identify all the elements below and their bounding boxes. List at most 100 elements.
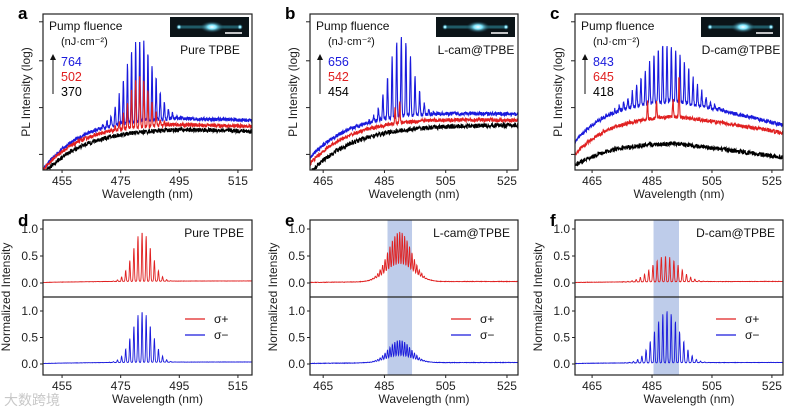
- y-tick-label: 1.0: [553, 222, 570, 236]
- panel-letter: c: [550, 4, 559, 23]
- y-tick-label: 0.5: [21, 249, 38, 263]
- series-b-542: [310, 101, 518, 167]
- panel-title: D-cam@TPBE: [696, 226, 775, 240]
- panel-f: 465 485 505 525 Wavelength (nm) 0.0 0.5 1.0 0.0 0…: [531, 211, 784, 406]
- x-tick-label: 505: [436, 174, 456, 188]
- x-tick-label: 485: [642, 379, 662, 393]
- x-tick-label: 465: [582, 379, 602, 393]
- y-axis-label: Normalized Intensity: [266, 243, 280, 352]
- legend-entry: 764: [61, 55, 82, 69]
- panel-d: 455 475 495 515 Wavelength (nm) 0.0 0.5 1.0 0.0 0…: [0, 211, 253, 406]
- legend-entry: σ−: [745, 328, 759, 342]
- series-a-370: [45, 126, 252, 170]
- legend-entry: σ−: [480, 328, 494, 342]
- x-tick-label: 505: [702, 379, 722, 393]
- series-f-top: [575, 256, 783, 284]
- legend-title: Pump fluence: [316, 19, 390, 33]
- x-tick-label: 475: [111, 379, 131, 393]
- series-a-764: [43, 40, 252, 170]
- series-e-bottom: [310, 340, 518, 365]
- legend-title: Pump fluence: [581, 19, 655, 33]
- x-tick-label: 465: [582, 174, 602, 188]
- panel-title: L-cam@TPBE: [438, 43, 515, 57]
- panel-letter: a: [18, 4, 28, 23]
- x-tick-label: 525: [762, 174, 782, 188]
- panel-a: 455 475 495 515 Wavelength (nm) PL Intensity …: [18, 4, 253, 201]
- panel-letter: b: [285, 4, 295, 23]
- x-tick-label: 485: [642, 174, 662, 188]
- y-axis-label: Normalized Intensity: [531, 243, 545, 352]
- series-a-502: [43, 76, 252, 170]
- inset-micrograph: [170, 17, 249, 37]
- series-e-top: [310, 231, 518, 284]
- series-d-top: [43, 232, 252, 284]
- legend-entry: 502: [61, 70, 82, 84]
- x-axis-label: Wavelength (nm): [644, 392, 735, 406]
- arrow-head-icon: [50, 54, 56, 60]
- y-tick-label: 1.0: [21, 222, 38, 236]
- x-tick-label: 525: [497, 379, 517, 393]
- x-tick-label: 525: [497, 174, 517, 188]
- plot-frame: [309, 13, 519, 171]
- legend-unit: (nJ·cm⁻²): [593, 36, 640, 48]
- x-tick-label: 505: [436, 379, 456, 393]
- inset-micrograph: [436, 17, 515, 37]
- panel-letter: f: [550, 211, 556, 230]
- legend-entry: 645: [593, 70, 614, 84]
- legend-entry: σ+: [480, 312, 494, 326]
- plot-frame: [42, 13, 253, 171]
- y-tick-label: 1.0: [21, 304, 38, 318]
- legend-entry: 370: [61, 85, 82, 99]
- y-axis-label: PL Intensity (log): [551, 47, 565, 137]
- legend-entry: 454: [328, 85, 349, 99]
- y-tick-label: 1.0: [288, 304, 305, 318]
- arrow-head-icon: [582, 54, 588, 60]
- x-axis-label: Wavelength (nm): [102, 187, 193, 201]
- panel-title: Pure TPBE: [180, 43, 240, 57]
- x-axis-label: Wavelength (nm): [369, 187, 460, 201]
- series-d-bottom: [43, 312, 252, 365]
- panel-title: L-cam@TPBE: [433, 226, 510, 240]
- series-f-bottom: [575, 311, 783, 365]
- series-b-454: [310, 121, 518, 170]
- x-tick-label: 515: [228, 174, 248, 188]
- legend-entry: 418: [593, 85, 614, 99]
- x-tick-label: 485: [374, 379, 394, 393]
- panel-c: 465 485 505 525 Wavelength (nm) PL Intensity …: [550, 4, 784, 201]
- y-tick-label: 0.5: [288, 249, 305, 263]
- panel-b: 465 485 505 525 Wavelength (nm) PL Intensity …: [285, 4, 519, 201]
- y-tick-label: 0.0: [21, 357, 38, 371]
- x-axis-label: Wavelength (nm): [634, 187, 725, 201]
- x-tick-label: 495: [169, 379, 189, 393]
- y-tick-label: 0.0: [21, 276, 38, 290]
- y-tick-label: 0.5: [553, 249, 570, 263]
- x-tick-label: 515: [228, 379, 248, 393]
- x-tick-label: 465: [313, 379, 333, 393]
- y-tick-label: 1.0: [288, 222, 305, 236]
- legend-entry: σ+: [745, 312, 759, 326]
- watermark: 大数跨境: [4, 392, 60, 408]
- x-tick-label: 465: [313, 174, 333, 188]
- panel-letter: d: [18, 211, 28, 230]
- y-axis-label: PL Intensity (log): [286, 47, 300, 137]
- series-c-645: [575, 77, 783, 156]
- y-tick-label: 1.0: [553, 304, 570, 318]
- legend-entry: 656: [328, 55, 349, 69]
- legend-entry: 843: [593, 55, 614, 69]
- panel-e: 465 485 505 525 Wavelength (nm) 0.0 0.5 1.0 0.0 0…: [266, 211, 519, 406]
- legend-title: Pump fluence: [49, 19, 123, 33]
- x-tick-label: 485: [374, 174, 394, 188]
- x-tick-label: 455: [52, 379, 72, 393]
- legend-unit: (nJ·cm⁻²): [61, 36, 108, 48]
- panel-title: Pure TPBE: [184, 226, 244, 240]
- y-tick-label: 0.0: [288, 357, 305, 371]
- legend-entry: σ+: [214, 312, 228, 326]
- y-tick-label: 0.0: [553, 357, 570, 371]
- y-tick-label: 0.5: [288, 331, 305, 345]
- x-tick-label: 505: [702, 174, 722, 188]
- plot-frame: [574, 13, 784, 171]
- arrow-head-icon: [317, 54, 323, 60]
- x-tick-label: 495: [169, 174, 189, 188]
- series-c-418: [575, 140, 783, 167]
- series-b-656: [310, 36, 518, 159]
